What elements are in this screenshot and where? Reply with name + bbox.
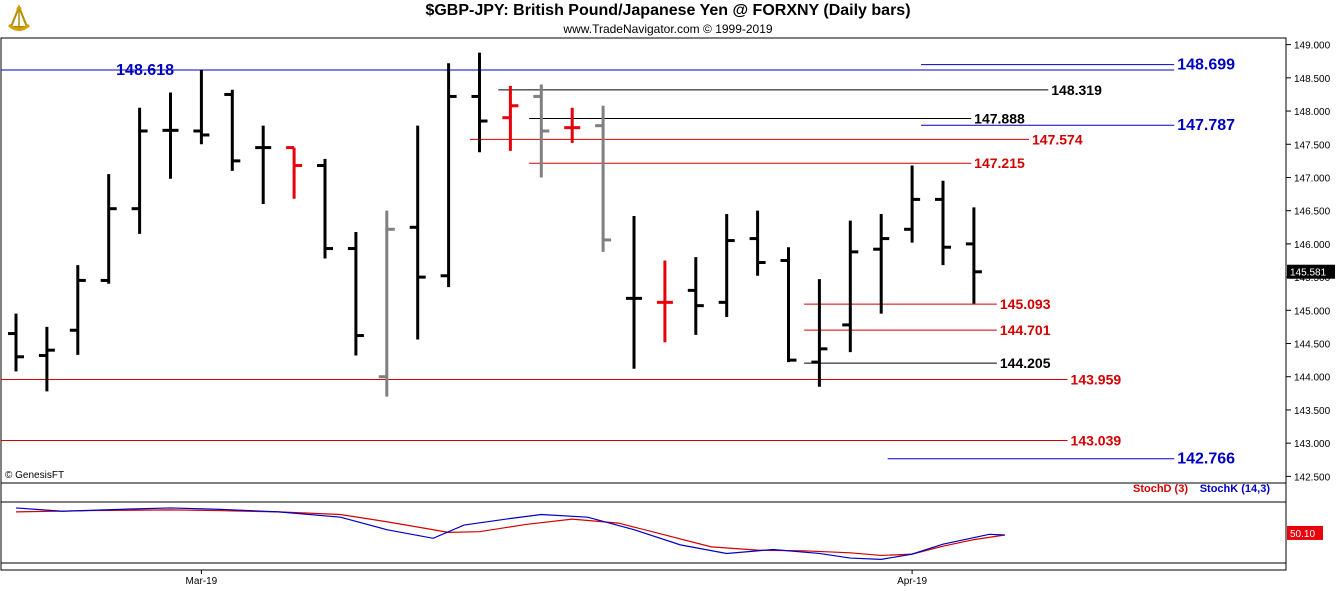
level-label-11: 143.039 — [1071, 433, 1122, 449]
level-label-1: 148.699 — [1177, 57, 1235, 74]
stoch-line-1 — [15, 507, 1005, 561]
ohlc-bar-16 — [502, 85, 519, 151]
ohlc-bar-17 — [533, 84, 550, 178]
ohlc-bar-10 — [317, 158, 333, 259]
ohlc-bar-8 — [255, 125, 272, 205]
x-tick-label-1: Apr-19 — [897, 576, 927, 587]
ohlc-bar-7 — [224, 89, 241, 171]
price-axis: 149.000 148.500 148.000 147.500 147.000 146.5… — [1286, 41, 1335, 483]
ohlc-bar-11 — [347, 231, 364, 356]
ohlc-bar-30 — [935, 180, 951, 266]
ohlc-bar-3 — [100, 174, 117, 284]
ohlc-bar-12 — [378, 210, 395, 397]
ohlc-bar-4 — [131, 107, 148, 234]
ohlc-bar-27 — [842, 220, 859, 353]
sextant-logo-icon — [7, 4, 31, 31]
ohlc-bar-6 — [193, 69, 210, 145]
ohlc-bar-1 — [38, 326, 55, 392]
y-tick-label-4: 147.000 — [1294, 173, 1331, 184]
date-axis: Mar-19 Apr-19 — [186, 570, 928, 587]
y-tick-label-11: 143.500 — [1294, 406, 1331, 417]
stochastic-panel: StochD (3) StochK (14,3) 50.10 — [1, 483, 1323, 564]
ohlc-bar-15 — [471, 52, 488, 153]
ohlc-bar-26 — [811, 279, 828, 387]
y-tick-label-9: 144.500 — [1294, 340, 1331, 351]
y-tick-label-13: 142.500 — [1294, 472, 1331, 483]
y-tick-label-1: 148.500 — [1294, 74, 1331, 85]
ohlc-bar-21 — [656, 260, 673, 343]
y-tick-label-0: 149.000 — [1294, 41, 1331, 52]
ohlc-bar-24 — [749, 210, 766, 276]
stoch-value-label: 50.10 — [1290, 529, 1315, 540]
level-label-5: 147.574 — [1032, 131, 1083, 147]
ohlc-bar-13 — [409, 125, 426, 340]
y-tick-label-3: 147.500 — [1294, 140, 1331, 151]
ohlc-bar-2 — [69, 265, 86, 355]
level-label-6: 147.215 — [974, 155, 1025, 171]
y-tick-label-6: 146.000 — [1294, 240, 1331, 251]
ohlc-bar-20 — [626, 216, 642, 369]
ohlc-bar-31 — [965, 207, 982, 304]
level-label-12: 142.766 — [1177, 451, 1235, 468]
level-label-9: 144.205 — [1000, 355, 1051, 371]
ohlc-bar-23 — [718, 214, 735, 317]
y-tick-label-12: 143.000 — [1294, 439, 1331, 450]
last-price-box — [1287, 264, 1335, 279]
level-lines: 148.618 148.699 148.319 147.888 147.787 147.5… — [1, 57, 1235, 468]
price-frame-border — [0, 37, 1287, 571]
y-tick-label-2: 148.000 — [1294, 107, 1331, 118]
level-label-8: 144.701 — [1000, 322, 1051, 338]
chart-subtitle: www.TradeNavigator.com © 1999-2019 — [563, 22, 773, 36]
level-label-3: 147.888 — [974, 110, 1025, 126]
ohlc-bar-25 — [780, 247, 797, 363]
ohlc-bar-22 — [687, 257, 704, 335]
level-label-0: 148.618 — [116, 62, 174, 79]
ohlc-bar-28 — [873, 214, 890, 314]
ohlc-bar-5 — [162, 92, 179, 179]
ohlc-bar-9 — [286, 146, 303, 199]
ohlc-bars — [8, 52, 982, 397]
legend-stoch-k: StochK (14,3) — [1200, 483, 1271, 495]
price-panel — [0, 37, 1287, 571]
level-label-2: 148.319 — [1051, 82, 1102, 98]
ohlc-bar-19 — [595, 105, 612, 252]
last-price-label: 145.581 — [1290, 268, 1327, 279]
x-tick-label-0: Mar-19 — [186, 576, 218, 587]
level-label-4: 147.787 — [1177, 117, 1235, 134]
y-tick-label-8: 145.000 — [1294, 306, 1331, 317]
y-tick-label-5: 146.500 — [1294, 207, 1331, 218]
chart-title: $GBP-JPY: British Pound/Japanese Yen @ F… — [425, 2, 911, 19]
ohlc-bar-14 — [440, 63, 457, 288]
level-label-7: 145.093 — [1000, 296, 1051, 312]
copyright-text: © GenesisFT — [5, 470, 64, 481]
ohlc-bar-29 — [904, 165, 921, 243]
stoch-value-box — [1287, 525, 1323, 540]
ohlc-bar-18 — [564, 107, 581, 143]
ohlc-bar-0 — [8, 313, 24, 372]
level-label-10: 143.959 — [1071, 371, 1122, 387]
stoch-line-0 — [15, 509, 1005, 557]
legend-stoch-d: StochD (3) — [1133, 483, 1188, 495]
y-tick-label-10: 144.000 — [1294, 373, 1331, 384]
